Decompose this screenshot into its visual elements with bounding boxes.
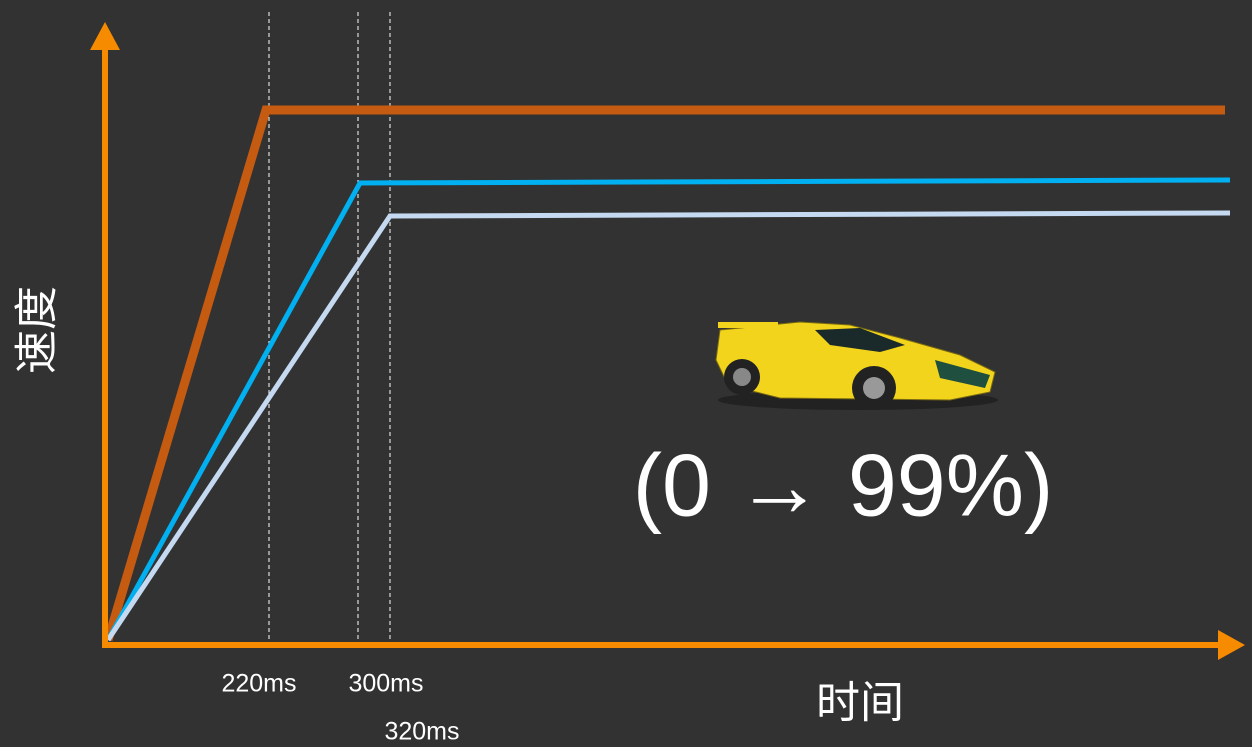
annotation: (0 → 99%) xyxy=(633,435,1054,534)
car-hub xyxy=(863,377,885,399)
marker-label: 300ms xyxy=(348,670,423,698)
car-hub xyxy=(733,368,751,386)
y-axis-label: 速度 xyxy=(13,286,62,374)
car-wing xyxy=(718,322,778,328)
x-axis-label: 时间 xyxy=(816,679,904,728)
diagram: 速度 时间 220ms 300ms 320ms (0 → 99%) xyxy=(0,0,1252,747)
page: 速度 时间 220ms 300ms 320ms (0 → 99%) (() =>… xyxy=(0,0,1252,747)
marker-label: 320ms xyxy=(384,718,459,746)
marker-label: 220ms xyxy=(221,670,296,698)
